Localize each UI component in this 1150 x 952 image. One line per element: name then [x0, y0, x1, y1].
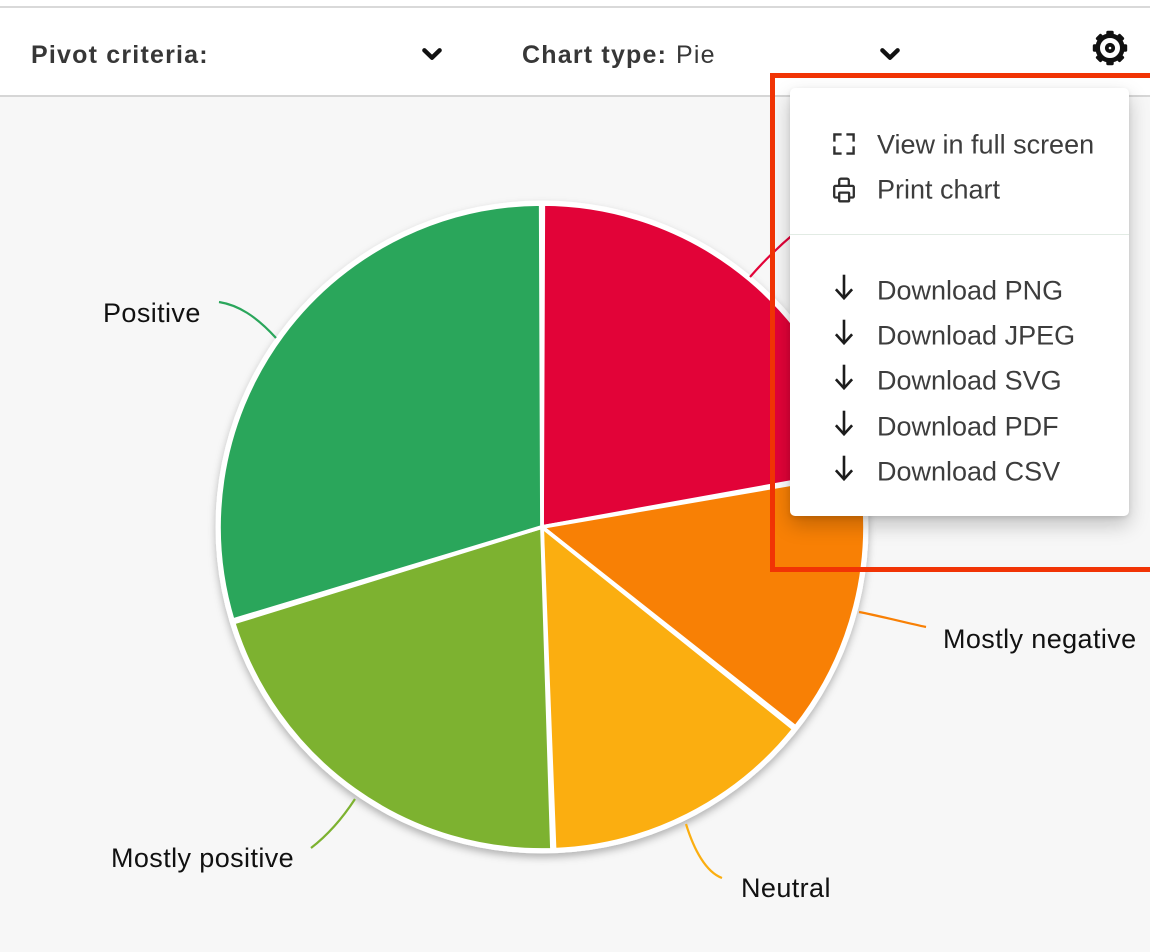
- svg-text:Positive: Positive: [103, 298, 201, 328]
- svg-text:Mostly positive: Mostly positive: [111, 843, 294, 873]
- svg-text:Neutral: Neutral: [741, 873, 831, 903]
- svg-text:Mostly negative: Mostly negative: [943, 624, 1137, 654]
